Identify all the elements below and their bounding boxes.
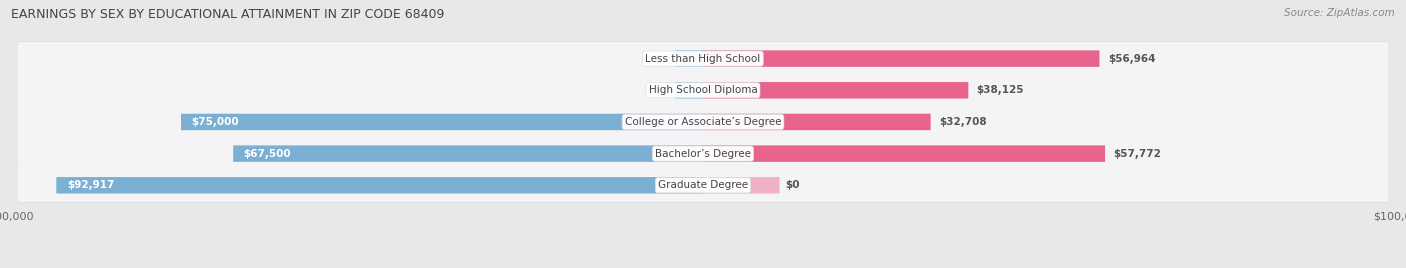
Text: Less than High School: Less than High School [645,54,761,64]
Text: $57,772: $57,772 [1114,149,1161,159]
FancyBboxPatch shape [17,73,1389,107]
Text: Graduate Degree: Graduate Degree [658,180,748,190]
FancyBboxPatch shape [17,137,1389,170]
FancyBboxPatch shape [17,168,1389,202]
Text: $75,000: $75,000 [191,117,239,127]
FancyBboxPatch shape [675,50,703,67]
FancyBboxPatch shape [703,50,1099,67]
Text: $38,125: $38,125 [977,85,1024,95]
FancyBboxPatch shape [17,136,1389,171]
FancyBboxPatch shape [17,105,1389,139]
Text: $67,500: $67,500 [243,149,291,159]
FancyBboxPatch shape [703,177,779,193]
Text: $0: $0 [655,54,669,64]
Text: High School Diploma: High School Diploma [648,85,758,95]
Text: $0: $0 [655,85,669,95]
FancyBboxPatch shape [675,82,703,99]
Text: Bachelor’s Degree: Bachelor’s Degree [655,149,751,159]
Text: $32,708: $32,708 [939,117,987,127]
FancyBboxPatch shape [181,114,703,130]
FancyBboxPatch shape [17,41,1389,76]
Text: $92,917: $92,917 [66,180,114,190]
FancyBboxPatch shape [703,114,931,130]
FancyBboxPatch shape [56,177,703,193]
FancyBboxPatch shape [703,82,969,99]
FancyBboxPatch shape [17,73,1389,108]
Text: $56,964: $56,964 [1108,54,1156,64]
Text: EARNINGS BY SEX BY EDUCATIONAL ATTAINMENT IN ZIP CODE 68409: EARNINGS BY SEX BY EDUCATIONAL ATTAINMEN… [11,8,444,21]
FancyBboxPatch shape [233,145,703,162]
FancyBboxPatch shape [703,145,1105,162]
Text: $0: $0 [785,180,800,190]
FancyBboxPatch shape [17,105,1389,139]
Text: Source: ZipAtlas.com: Source: ZipAtlas.com [1284,8,1395,18]
FancyBboxPatch shape [17,168,1389,203]
Text: College or Associate’s Degree: College or Associate’s Degree [624,117,782,127]
FancyBboxPatch shape [17,42,1389,76]
